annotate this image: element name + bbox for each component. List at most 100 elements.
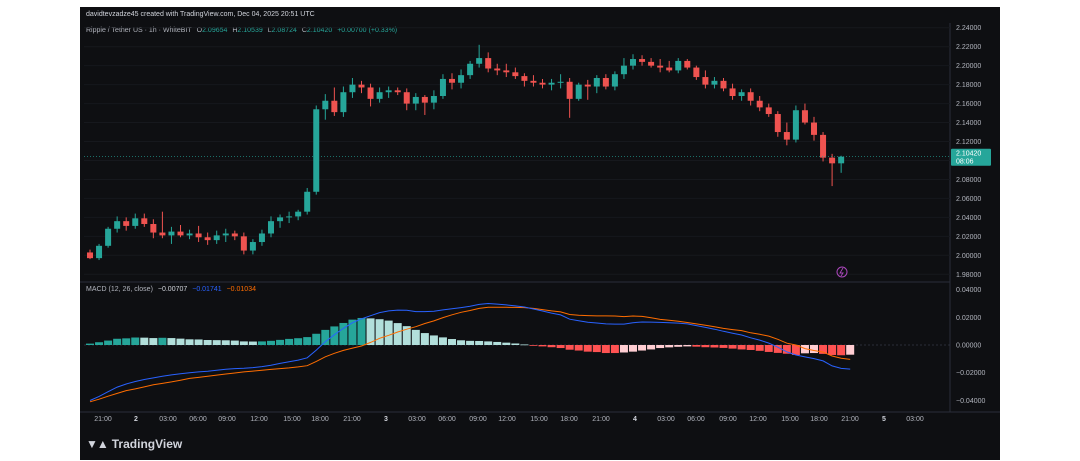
macd-histogram-bar: [502, 342, 511, 345]
candle-body: [783, 132, 790, 140]
macd-histogram-bar: [267, 340, 275, 345]
time-tick-label: 06:00: [687, 416, 705, 423]
candle-body: [177, 231, 184, 236]
ohlc-low: L2.08724: [267, 27, 297, 34]
price-tick-label: 2.24000: [956, 25, 981, 32]
candle-body: [331, 100, 338, 113]
macd-histogram-bar: [565, 345, 574, 350]
ohlc-change: +0.00700 (+0.33%): [337, 27, 398, 34]
candle-body: [838, 156, 845, 164]
candle-body: [304, 191, 311, 212]
price-tick-label: 2.04000: [956, 215, 981, 222]
macd-histogram-bar: [212, 340, 221, 345]
macd-histogram-bar: [538, 345, 547, 347]
time-tick-label: 06:00: [189, 416, 207, 423]
macd-histogram-bar: [846, 345, 855, 355]
macd-histogram-bar: [230, 340, 239, 345]
candle-body: [87, 252, 93, 259]
candle-body: [449, 78, 455, 83]
candle-body: [258, 233, 265, 243]
macd-histogram-bar: [547, 345, 556, 348]
price-tick-label: 2.00000: [956, 253, 981, 260]
macd-label[interactable]: MACD (12, 26, close): [86, 286, 153, 293]
candle-body: [630, 59, 636, 66]
candle-body: [268, 221, 274, 234]
candle-body: [430, 96, 437, 103]
watermark-text: TradingView: [111, 437, 183, 451]
macd-histogram-bar: [592, 345, 601, 353]
macd-histogram-bar: [131, 337, 140, 345]
macd-tick-label: −0.02000: [956, 370, 985, 377]
candle-body: [249, 242, 256, 251]
macd-hist-value: −0.00707: [157, 286, 188, 293]
candle-body: [150, 224, 157, 233]
candle-body: [675, 60, 682, 71]
macd-histogram-bar: [303, 337, 312, 345]
candle-body: [639, 59, 646, 62]
time-tick-label: 15:00: [283, 416, 301, 423]
time-tick-label: 03:00: [906, 416, 924, 423]
macd-tick-label: −0.04000: [956, 398, 985, 405]
candle-body: [403, 92, 410, 104]
macd-histogram-bar: [357, 317, 366, 345]
candle-body: [96, 245, 103, 259]
candle-body: [159, 232, 166, 236]
candle-body: [349, 84, 356, 93]
candle-body: [584, 84, 591, 87]
candle-body: [186, 233, 193, 236]
price-tick-label: 2.20000: [956, 63, 981, 70]
candle-body: [820, 134, 827, 158]
time-tick-label: 21:00: [343, 416, 361, 423]
macd-histogram-bar: [203, 340, 212, 345]
candle-body: [385, 90, 392, 93]
price-tick-label: 1.98000: [956, 272, 981, 279]
candle-body: [738, 92, 745, 97]
candle-body: [548, 82, 555, 85]
macd-histogram-bar: [737, 345, 746, 350]
candle-body: [105, 228, 112, 246]
macd-histogram-bar: [312, 333, 321, 345]
last-price-tag-value: 2.10420: [956, 151, 981, 158]
symbol-label[interactable]: Ripple / Tether US · 1h · WhiteBIT: [86, 27, 192, 34]
macd-histogram-bar: [140, 337, 149, 345]
macd-histogram-bar: [484, 341, 493, 345]
macd-histogram-bar: [348, 319, 357, 345]
candle-body: [231, 233, 238, 237]
candle-body: [439, 78, 446, 97]
macd-histogram-bar: [158, 337, 167, 345]
macd-histogram-bar: [701, 345, 710, 348]
time-tick-label: 09:00: [719, 416, 737, 423]
candle-body: [114, 221, 121, 229]
macd-histogram-bar: [764, 345, 773, 352]
macd-histogram-bar: [656, 345, 665, 349]
candle-body: [195, 233, 202, 238]
candle-body: [467, 63, 474, 76]
candle-body: [458, 75, 465, 83]
candle-body: [720, 80, 727, 89]
macd-histogram-bar: [285, 338, 294, 345]
price-tick-label: 2.08000: [956, 177, 981, 184]
candle-body: [132, 218, 139, 226]
macd-histogram-bar: [438, 337, 447, 345]
macd-histogram-bar: [511, 343, 520, 345]
time-tick-label: 4: [633, 416, 637, 423]
macd-histogram-bar: [339, 322, 348, 345]
price-tick-label: 2.16000: [956, 101, 981, 108]
macd-tick-label: 0.02000: [956, 315, 981, 322]
candle-body: [141, 218, 148, 225]
price-tick-label: 2.14000: [956, 120, 981, 127]
macd-histogram-bar: [529, 345, 538, 346]
macd-histogram-bar: [610, 345, 619, 354]
candle-body: [494, 68, 501, 71]
macd-histogram-bar: [411, 329, 420, 345]
candle-body: [476, 58, 483, 64]
candle-body: [313, 109, 320, 192]
macd-histogram-bar: [746, 345, 755, 350]
macd-histogram-bar: [665, 345, 674, 348]
macd-histogram-bar: [375, 319, 384, 345]
macd-line: [89, 302, 851, 401]
chart-canvas[interactable]: 2.24000 2.22000 2.20000 2.18000 2.16000 2.140…: [80, 7, 1000, 460]
candle-body: [774, 114, 781, 133]
macd-tick-label: 0.00000: [956, 343, 981, 350]
macd-histogram-bar: [601, 345, 610, 354]
